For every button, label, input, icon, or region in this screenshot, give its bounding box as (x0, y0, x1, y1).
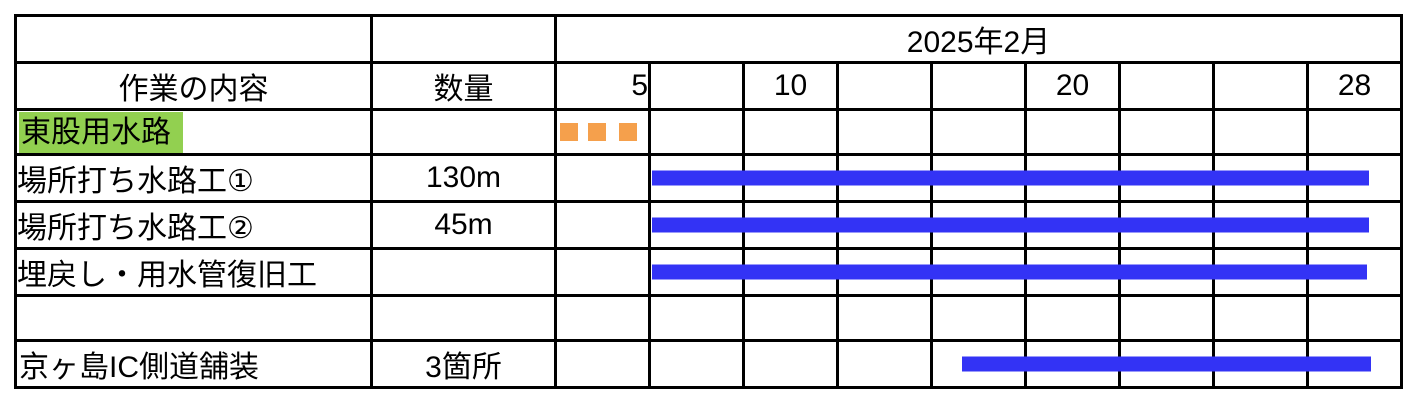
day-tick-cell: 10 (742, 61, 839, 111)
empty-cell (370, 14, 557, 64)
task-column-header: 作業の内容 (14, 61, 373, 111)
gantt-cell (930, 294, 1027, 342)
gantt-cell (554, 247, 1367, 297)
gantt-cell (742, 108, 839, 156)
quantity-cell (370, 247, 557, 297)
task-name-cell: 場所打ち水路工① (14, 153, 373, 203)
gantt-bar (651, 217, 1369, 233)
gantt-bar (651, 264, 1367, 280)
gantt-bar (961, 356, 1372, 372)
day-tick-cell (1118, 61, 1215, 111)
gantt-cell (648, 339, 745, 389)
column-header-row: 作業の内容 数量 5 10 20 28 (14, 61, 1403, 111)
gantt-cell (648, 294, 745, 342)
gantt-cell (1306, 294, 1403, 342)
task-name-cell (14, 294, 373, 342)
task-name-cell: 京ヶ島IC側道舗装 (14, 339, 373, 389)
gantt-cell (836, 108, 933, 156)
gantt-cell (554, 294, 651, 342)
day-tick-cell (648, 61, 745, 111)
quantity-cell: 130m (370, 153, 557, 203)
gantt-cell (554, 108, 651, 156)
gantt-cell (1306, 108, 1403, 156)
task-name-cell: 東股用水路 (14, 108, 373, 156)
day-tick-cell: 28 (1306, 61, 1403, 111)
quantity-cell: 45m (370, 200, 557, 250)
gantt-cell (836, 294, 933, 342)
day-tick-cell (1212, 61, 1309, 111)
gantt-cell (1024, 294, 1121, 342)
gantt-row (14, 294, 1403, 342)
quantity-cell (370, 294, 557, 342)
quantity-cell: 3箇所 (370, 339, 557, 389)
gantt-cell (1212, 108, 1309, 156)
gantt-start-dash (587, 123, 607, 141)
gantt-cell (1212, 294, 1309, 342)
gantt-cell (1024, 108, 1121, 156)
gantt-cell (554, 153, 1369, 203)
task-label-green-highlight: 東股用水路 (19, 111, 183, 153)
gantt-row: 場所打ち水路工① 130m (14, 153, 1403, 203)
month-header-cell: 2025年2月 (554, 14, 1403, 64)
gantt-start-dash (618, 123, 638, 141)
quantity-cell (370, 108, 557, 156)
gantt-cell (930, 108, 1027, 156)
construction-schedule-table: 2025年2月 作業の内容 数量 5 10 20 28 東股用水路 (14, 14, 1403, 389)
empty-cell (14, 14, 373, 64)
quantity-column-header: 数量 (370, 61, 557, 111)
gantt-cell (836, 339, 933, 389)
gantt-row: 京ヶ島IC側道舗装 3箇所 (14, 339, 1403, 389)
gantt-cell (742, 339, 839, 389)
gantt-start-dash (559, 123, 578, 141)
gantt-row: 埋戻し・用水管復旧工 (14, 247, 1403, 297)
day-tick-cell (930, 61, 1027, 111)
gantt-row: 場所打ち水路工② 45m (14, 200, 1403, 250)
day-tick-cell: 5 (554, 61, 651, 111)
gantt-row: 東股用水路 (14, 108, 1403, 156)
gantt-cell (742, 294, 839, 342)
day-tick-cell: 20 (1024, 61, 1121, 111)
gantt-cell (1118, 108, 1215, 156)
task-name-cell: 場所打ち水路工② (14, 200, 373, 250)
day-tick-cell (836, 61, 933, 111)
gantt-cell (554, 200, 1369, 250)
schedule-table-wrap: 2025年2月 作業の内容 数量 5 10 20 28 東股用水路 (14, 14, 1403, 389)
gantt-bar (651, 170, 1369, 186)
task-name-cell: 埋戻し・用水管復旧工 (14, 247, 373, 297)
gantt-cell (554, 339, 1372, 389)
month-header-row: 2025年2月 (14, 14, 1403, 64)
gantt-cell (1118, 294, 1215, 342)
gantt-cell (648, 108, 745, 156)
